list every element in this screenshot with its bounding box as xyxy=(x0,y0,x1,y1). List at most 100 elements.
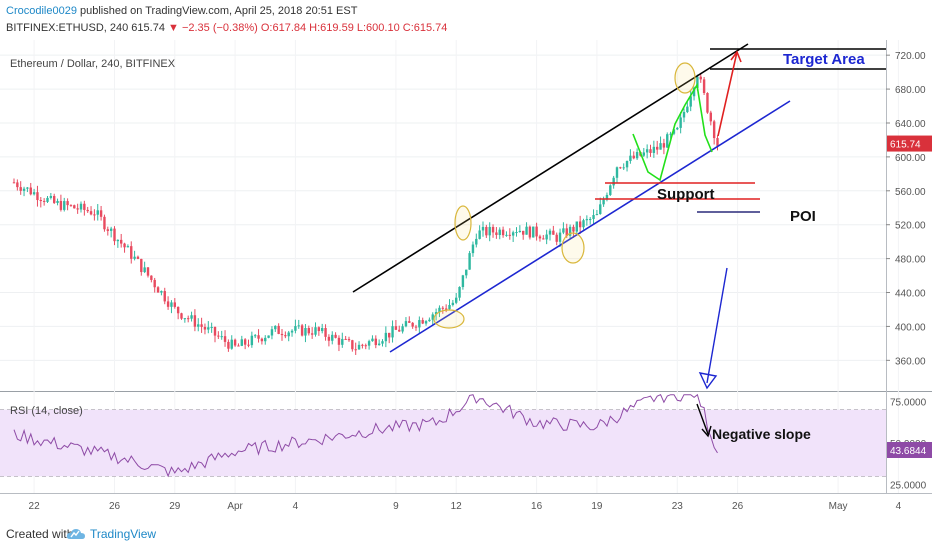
price-tick-label: 640.00 xyxy=(895,119,926,130)
poi-label: POI xyxy=(790,208,816,225)
price-axis: 360.00 400.00 440.00 480.00 520.00 560.00 600.… xyxy=(886,51,932,492)
target-arrow-head xyxy=(730,50,742,63)
candle-body xyxy=(277,325,280,334)
published-text: published on TradingView.com, April 25, … xyxy=(80,5,358,17)
highlight-ellipse[interactable] xyxy=(674,62,696,94)
support-label: Support xyxy=(657,186,715,203)
candle-body xyxy=(511,232,515,236)
channel-upper-line[interactable] xyxy=(352,43,749,293)
candle-body xyxy=(679,117,682,128)
candle-body xyxy=(418,320,421,328)
candle-body xyxy=(692,87,696,97)
highlight-ellipse[interactable] xyxy=(561,232,585,264)
footer: Created with TradingView xyxy=(0,520,932,550)
change-text: ▼ −2.35 (−0.38%) xyxy=(168,22,258,34)
candle-body xyxy=(558,232,562,242)
candle-body xyxy=(384,332,388,342)
candle-body xyxy=(93,214,96,216)
candle-body xyxy=(96,210,99,215)
divergence-arrow-head xyxy=(698,372,718,390)
candle-body xyxy=(612,177,615,186)
candle-body xyxy=(431,314,434,320)
candle-body xyxy=(709,112,712,122)
candle-body xyxy=(197,324,200,327)
candle-body xyxy=(233,339,237,346)
divergence-arrow-line[interactable] xyxy=(706,267,728,384)
price-tick-label: 400.00 xyxy=(895,322,926,333)
candle-body xyxy=(629,155,632,162)
candle-body xyxy=(669,133,672,135)
candle-body xyxy=(213,326,217,336)
price-tick-label: 480.00 xyxy=(895,255,926,266)
candle-body xyxy=(230,339,233,349)
candle-body xyxy=(414,326,418,328)
candle-body xyxy=(508,234,511,236)
author-link[interactable]: Crocodile0029 xyxy=(6,5,77,17)
symbol-line: BITFINEX:ETHUSD, 240 615.74 ▼ −2.35 (−0.… xyxy=(6,22,447,34)
rsi-title: RSI (14, close) xyxy=(10,405,83,417)
tradingview-cloud-icon[interactable] xyxy=(66,526,86,542)
candle-body xyxy=(404,321,408,327)
time-tick-label: 4 xyxy=(293,501,299,512)
price-tick-label: 520.00 xyxy=(895,221,926,232)
tradingview-brand[interactable]: TradingView xyxy=(90,527,157,541)
candle-body xyxy=(622,167,625,169)
candle-body xyxy=(247,344,250,346)
candle-body xyxy=(153,279,156,288)
candle-body xyxy=(411,322,414,327)
target-arrow-line[interactable] xyxy=(717,51,738,137)
candle-body xyxy=(545,234,548,240)
candle-body xyxy=(331,334,334,341)
candle-body xyxy=(699,76,702,80)
candle-body xyxy=(76,208,79,210)
time-tick-label: 23 xyxy=(672,501,684,512)
candle-body xyxy=(682,112,686,118)
candle-body xyxy=(712,121,716,139)
candle-body xyxy=(672,129,676,134)
candle-body xyxy=(589,219,592,221)
candle-body xyxy=(321,328,324,332)
projection-zigzag[interactable] xyxy=(632,82,713,182)
candle-body xyxy=(200,324,203,327)
candle-body xyxy=(444,308,448,310)
candle-body xyxy=(565,228,568,236)
candle-body xyxy=(297,325,300,327)
candle-body xyxy=(448,304,451,310)
channel-lower-line[interactable] xyxy=(389,100,791,353)
candle-body xyxy=(300,325,304,336)
time-tick-label: 26 xyxy=(109,501,121,512)
candle-body xyxy=(702,79,706,94)
candle-body xyxy=(632,155,635,159)
candle-body xyxy=(133,256,136,259)
candle-body xyxy=(337,337,341,345)
candle-body xyxy=(146,267,150,276)
candle-body xyxy=(12,182,16,184)
candle-body xyxy=(696,76,699,88)
candle-body xyxy=(451,302,455,305)
candle-body xyxy=(485,226,488,236)
highlight-ellipse[interactable] xyxy=(454,205,472,241)
candle-body xyxy=(488,226,491,236)
candle-body xyxy=(180,313,183,319)
candle-body xyxy=(220,336,223,338)
candle-body xyxy=(36,192,39,201)
candle-body xyxy=(532,226,535,238)
candle-body xyxy=(676,127,679,130)
candle-body xyxy=(424,321,428,324)
candle-body xyxy=(32,192,36,195)
target-area-label: Target Area xyxy=(783,51,865,68)
candle-body xyxy=(203,326,207,330)
candle-body xyxy=(143,267,146,273)
candle-body xyxy=(645,149,649,153)
highlight-ellipse[interactable] xyxy=(433,309,465,329)
candle-body xyxy=(42,200,46,202)
candle-body xyxy=(170,302,173,307)
candle-body xyxy=(555,234,558,242)
candle-body xyxy=(46,197,49,202)
candle-body xyxy=(498,229,501,235)
rsi-last-value-badge xyxy=(887,442,932,458)
candle-body xyxy=(398,329,401,332)
candle-body xyxy=(187,318,190,320)
negative-slope-arrow[interactable] xyxy=(696,403,709,435)
candle-body xyxy=(317,327,321,332)
